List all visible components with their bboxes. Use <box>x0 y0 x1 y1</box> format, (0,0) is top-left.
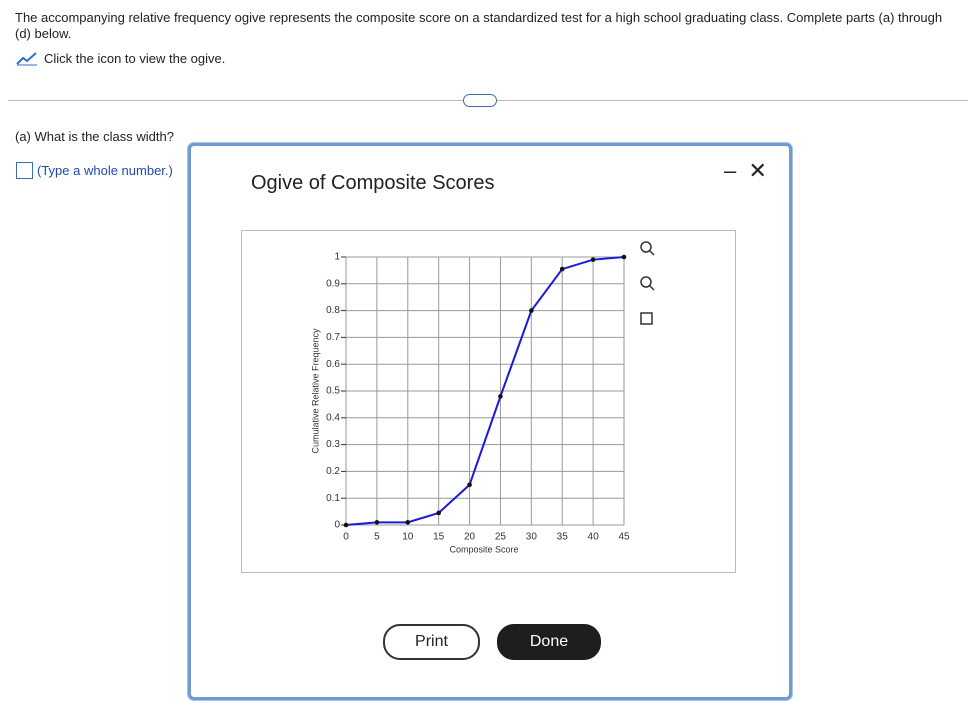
expand-button[interactable] <box>463 94 497 107</box>
y-axis-label: Cumulative Relative Frequency <box>310 328 320 454</box>
question: (a) What is the class width? <box>15 129 174 144</box>
y-tick-label: 1 <box>334 252 340 263</box>
pop-out[interactable] <box>640 312 653 325</box>
y-tick-label: 0 <box>334 520 340 531</box>
x-tick-label: 25 <box>495 532 507 543</box>
instructions: The accompanying relative frequency ogiv… <box>15 10 943 41</box>
point <box>374 520 380 525</box>
minimize[interactable]: – <box>724 158 737 183</box>
x-tick-label: 35 <box>557 532 569 543</box>
point <box>590 257 596 262</box>
done-button[interactable]: Done <box>497 624 601 660</box>
ogive-link[interactable]: Click the icon to view the ogive. <box>16 50 225 66</box>
zoom-in[interactable] <box>640 241 652 253</box>
window-controls: – ✕ <box>724 158 767 184</box>
point <box>621 254 627 260</box>
y-tick-label: 0.4 <box>326 412 340 423</box>
answer-box[interactable] <box>16 162 33 179</box>
point <box>529 308 534 313</box>
chart: 0 5 10 15 20 25 30 35 40 45 0 0.1 0.2 0.3 0.4 0.5 0.6 0.7… <box>241 230 736 573</box>
y-tick-label: 0.2 <box>326 466 340 477</box>
x-tick-label: 40 <box>588 532 600 543</box>
link-text[interactable]: Click the icon to view the ogive. <box>44 50 226 66</box>
y-tick-label: 0.6 <box>326 359 340 370</box>
y-tick-label: 0.8 <box>326 305 340 316</box>
x-axis-label: Composite Score <box>449 544 518 554</box>
point <box>559 266 565 272</box>
x-tick-label: 0 <box>343 532 349 543</box>
zoom-tools <box>640 241 655 325</box>
close[interactable]: ✕ <box>748 158 767 183</box>
y-tick-label: 0.7 <box>326 332 340 343</box>
x-tick-label: 5 <box>374 532 380 543</box>
x-tick-label: 20 <box>464 532 476 543</box>
y-tick-label: 0.3 <box>326 439 340 450</box>
ogive-line <box>345 256 625 526</box>
x-tick-label: 15 <box>433 532 445 543</box>
chart-title: Ogive of Composite Scores <box>251 172 495 194</box>
x-tick-label: 10 <box>402 532 414 543</box>
answer-row: (Type a whole number.) <box>16 162 173 179</box>
point <box>436 510 441 516</box>
point <box>467 482 472 488</box>
y-tick-label: 0.5 <box>326 386 340 397</box>
y-tick-label: 0.1 <box>326 493 340 504</box>
print-button[interactable]: Print <box>383 624 480 660</box>
x-tick-label: 30 <box>526 532 538 543</box>
point <box>498 394 503 399</box>
point <box>343 522 349 528</box>
hint: (Type a whole number.) <box>37 163 173 178</box>
chart-icon <box>16 52 37 66</box>
y-tick-label: 0.9 <box>326 278 340 289</box>
point <box>405 520 411 525</box>
x-tick-label: 45 <box>618 532 630 543</box>
chart-frame <box>241 230 736 573</box>
zoom-out[interactable] <box>640 276 652 288</box>
